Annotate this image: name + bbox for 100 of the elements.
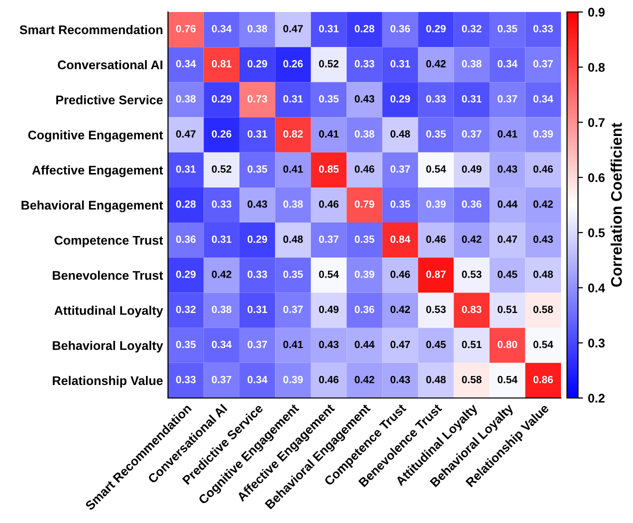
data-label: 0.29	[390, 95, 410, 103]
data-label: 0.52	[319, 60, 338, 68]
data-label: 0.51	[498, 306, 518, 314]
data-label: 0.46	[390, 270, 410, 278]
y-tick-label: Benevolence Trust	[52, 270, 163, 280]
data-label: 0.36	[176, 236, 196, 243]
data-label: 0.38	[212, 306, 232, 314]
data-label: 0.32	[462, 24, 482, 32]
y-tick-label: Cognitive Engagement	[28, 130, 163, 142]
data-label: 0.44	[498, 200, 518, 208]
data-label: 0.46	[533, 165, 553, 173]
data-label: 0.43	[248, 200, 268, 208]
data-label: 0.52	[212, 165, 232, 173]
data-label: 0.31	[283, 95, 303, 103]
data-label: 0.42	[354, 376, 374, 384]
data-label: 0.80	[498, 340, 518, 348]
data-label: 0.33	[354, 60, 374, 68]
data-label: 0.29	[248, 236, 268, 243]
y-tick-label: Conversational AI	[58, 60, 162, 70]
data-label: 0.35	[354, 236, 374, 243]
data-label: 0.33	[533, 24, 553, 32]
data-label: 0.54	[319, 270, 339, 278]
data-label: 0.26	[283, 60, 303, 68]
data-label: 0.33	[426, 95, 446, 103]
data-label: 0.36	[462, 200, 482, 208]
color-bar-label: 0.4	[588, 284, 606, 292]
data-label: 0.48	[533, 270, 553, 278]
data-label: 0.29	[248, 60, 268, 68]
y-tick-label: Predictive Service	[56, 95, 163, 104]
data-label: 0.53	[462, 270, 482, 278]
data-label: 0.82	[283, 130, 303, 138]
data-label: 0.35	[176, 340, 196, 348]
data-label: 0.42	[212, 270, 232, 278]
data-label: 0.35	[498, 24, 518, 32]
data-label: 0.43	[533, 236, 553, 243]
data-label: 0.43	[498, 165, 518, 173]
color-bar-label: 0.9	[588, 8, 605, 17]
data-label: 0.35	[426, 130, 446, 138]
data-label: 0.31	[176, 165, 196, 173]
data-label: 0.43	[354, 95, 374, 103]
data-label: 0.37	[319, 236, 338, 243]
data-label: 0.38	[283, 200, 303, 208]
data-label: 0.73	[248, 95, 268, 103]
data-label: 0.39	[354, 270, 374, 278]
data-label: 0.29	[212, 95, 232, 103]
data-label: 0.42	[533, 200, 553, 208]
data-label: 0.35	[283, 270, 303, 278]
data-label: 0.28	[176, 200, 196, 208]
data-label: 0.31	[248, 130, 268, 138]
data-label: 0.76	[176, 24, 196, 32]
data-label: 0.38	[354, 130, 374, 138]
data-label: 0.37	[533, 60, 553, 68]
data-label: 0.43	[390, 376, 410, 384]
data-label: 0.87	[426, 270, 446, 278]
data-label: 0.48	[390, 130, 410, 138]
data-label: 0.86	[533, 376, 553, 384]
data-label: 0.28	[354, 24, 374, 32]
data-label: 0.49	[462, 165, 482, 173]
data-label: 0.38	[176, 95, 196, 103]
data-label: 0.34	[533, 95, 554, 103]
data-label: 0.33	[248, 270, 268, 278]
data-label: 0.31	[462, 95, 482, 103]
data-label: 0.46	[319, 200, 339, 208]
data-label: 0.47	[498, 236, 518, 243]
data-label: 0.85	[319, 165, 339, 173]
data-label: 0.31	[248, 306, 268, 314]
color-bar-label: 0.7	[588, 118, 605, 127]
data-label: 0.48	[283, 236, 303, 243]
data-label: 0.31	[319, 24, 339, 32]
data-label: 0.29	[176, 270, 196, 278]
data-label: 0.47	[390, 340, 410, 348]
data-label: 0.51	[462, 340, 482, 348]
data-label: 0.54	[533, 340, 554, 348]
data-label: 0.37	[498, 95, 518, 103]
data-label: 0.81	[212, 60, 232, 68]
data-label: 0.34	[248, 376, 268, 384]
color-bar-label: 0.6	[588, 173, 605, 182]
color-bar-title: Correlation Coefficient	[610, 122, 622, 287]
data-label: 0.32	[176, 306, 196, 314]
data-label: 0.53	[426, 306, 446, 314]
y-tick-label: Attitudinal Loyalty	[54, 306, 164, 318]
data-label: 0.37	[212, 376, 232, 384]
data-label: 0.37	[390, 165, 410, 173]
data-label: 0.26	[212, 130, 232, 138]
data-label: 0.29	[426, 24, 446, 32]
data-label: 0.33	[212, 200, 232, 208]
data-label: 0.49	[319, 306, 339, 314]
data-label: 0.38	[248, 24, 268, 32]
data-label: 0.37	[283, 306, 303, 314]
data-label: 0.41	[498, 130, 518, 138]
data-label: 0.34	[212, 340, 232, 348]
data-label: 0.34	[212, 24, 232, 32]
data-label: 0.46	[426, 236, 446, 243]
data-label: 0.54	[426, 165, 446, 173]
data-label: 0.79	[354, 200, 374, 208]
data-label: 0.54	[498, 376, 518, 384]
data-label: 0.36	[390, 24, 410, 32]
y-tick-label: Behavioral Loyalty	[52, 340, 164, 352]
data-label: 0.47	[176, 130, 196, 138]
data-label: 0.47	[283, 24, 303, 32]
